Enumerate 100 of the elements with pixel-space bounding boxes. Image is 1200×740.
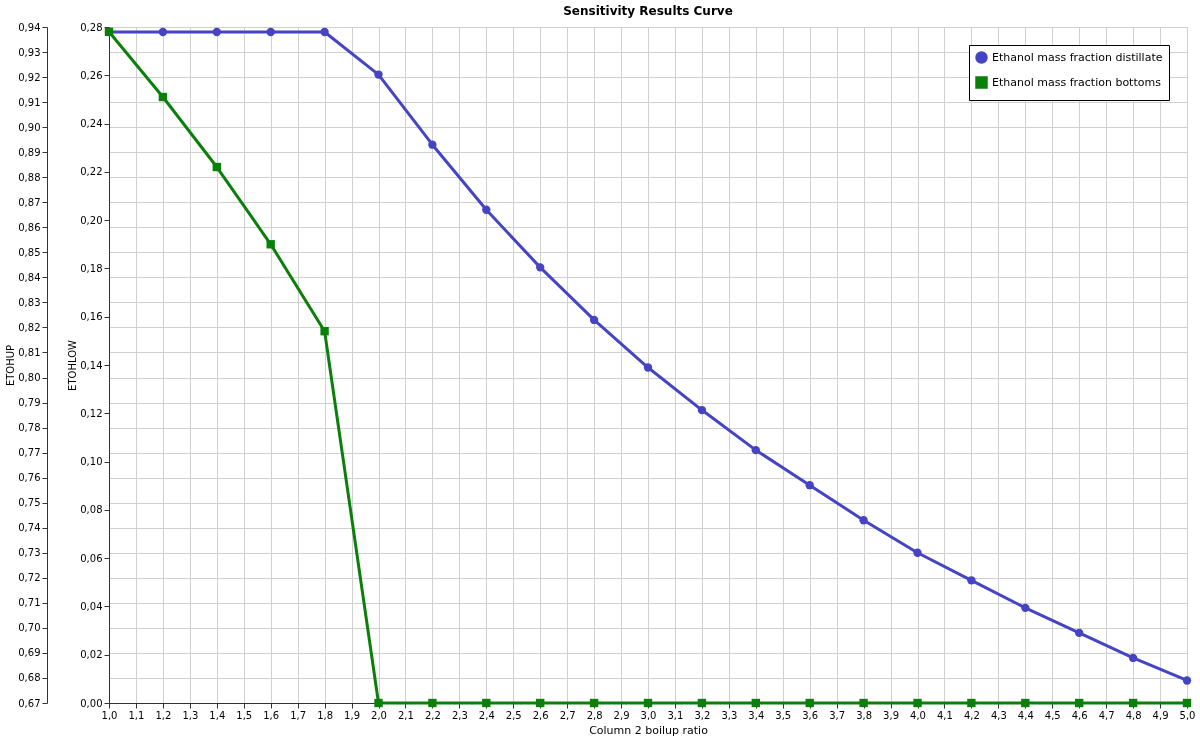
- y-tick-label: 0,77: [18, 447, 41, 459]
- y-tick-label: 0,75: [18, 497, 41, 509]
- x-tick-label: 1,0: [101, 709, 118, 721]
- y-tick-label: 0,73: [18, 547, 41, 559]
- x-tick-label: 4,6: [1071, 709, 1088, 721]
- x-tick-label: 3,9: [883, 709, 899, 721]
- y-tick-label: 0,93: [18, 46, 41, 58]
- y-tick-label: 0,79: [18, 397, 41, 409]
- point: [212, 27, 221, 37]
- chart-title: Sensitivity Results Curve: [563, 4, 733, 18]
- y-tick-label: 0,88: [18, 171, 41, 183]
- y-tick-label: 0,74: [18, 522, 41, 534]
- x-tick-label: 1,6: [263, 709, 280, 721]
- y2-tick-label: 0,12: [80, 407, 103, 419]
- y-tick-label: 0,94: [18, 21, 41, 33]
- legend-label: Ethanol mass fraction bottoms: [992, 75, 1162, 89]
- point: [1021, 603, 1030, 613]
- y2-tick-label: 0,18: [80, 262, 103, 274]
- point: [1021, 698, 1030, 708]
- point: [1182, 676, 1192, 685]
- y2-tick-label: 0,20: [80, 214, 103, 226]
- x-tick-label: 1,9: [344, 709, 360, 721]
- point: [751, 698, 760, 708]
- x-tick-label: 1,2: [155, 709, 172, 721]
- y2-axis-title: ETOHLOW: [67, 340, 79, 391]
- y2-tick-label: 0,16: [80, 311, 103, 323]
- y-tick-label: 0,82: [18, 321, 41, 333]
- point: [374, 70, 383, 79]
- x-tick-label: 2,4: [478, 709, 495, 721]
- y-tick-label: 0,92: [18, 71, 41, 83]
- point: [859, 516, 868, 525]
- x-tick-label: 2,1: [398, 709, 414, 721]
- point: [1128, 698, 1138, 708]
- x-tick-label: 1,5: [236, 709, 253, 721]
- point: [482, 698, 491, 708]
- x-tick-label: 5,0: [1179, 709, 1196, 721]
- x-tick-label: 4,8: [1125, 709, 1142, 721]
- x-tick-label: 1,8: [317, 709, 334, 721]
- x-tick-label: 2,3: [451, 709, 468, 721]
- point: [320, 327, 329, 336]
- x-tick-label: 4,0: [910, 709, 926, 721]
- x-tick-label: 2,0: [371, 709, 387, 721]
- point: [967, 698, 976, 708]
- x-tick-label: 4,9: [1152, 709, 1169, 721]
- point: [1075, 628, 1084, 638]
- x-tick-label: 4,1: [937, 709, 953, 721]
- point: [320, 27, 329, 37]
- x-tick-label: 1,7: [290, 709, 307, 721]
- point: [967, 576, 976, 585]
- x-tick-label: 2,2: [424, 709, 441, 721]
- legend-label: Ethanol mass fraction distillate: [992, 50, 1163, 64]
- y-tick-label: 0,84: [18, 271, 41, 283]
- y2-tick-label: 0,06: [80, 552, 103, 564]
- x-tick-label: 3,0: [640, 709, 657, 721]
- y2-tick-label: 0,00: [80, 697, 103, 709]
- point: [589, 315, 599, 325]
- point: [266, 27, 275, 37]
- x-tick-label: 3,5: [775, 709, 792, 721]
- y-tick-label: 0,87: [18, 196, 41, 208]
- y-tick-label: 0,67: [18, 697, 41, 709]
- point: [482, 205, 491, 214]
- point: [536, 263, 545, 272]
- point: [266, 240, 275, 249]
- x-tick-label: 2,6: [532, 709, 549, 721]
- y2-tick-label: 0,22: [80, 166, 103, 178]
- y-tick-label: 0,76: [18, 472, 41, 484]
- y-tick-label: 0,78: [18, 422, 41, 434]
- x-tick-label: 3,7: [829, 709, 846, 721]
- point: [751, 445, 760, 455]
- y-tick-label: 0,70: [18, 622, 41, 634]
- y2-tick-label: 0,02: [80, 649, 103, 661]
- x-tick-label: 1,1: [128, 709, 145, 721]
- point: [697, 405, 707, 415]
- x-tick-label: 3,3: [721, 709, 738, 721]
- y-tick-label: 0,69: [18, 647, 41, 659]
- point: [158, 92, 168, 102]
- y-tick-label: 0,83: [18, 296, 41, 308]
- x-tick-label: 3,1: [667, 709, 684, 721]
- point: [589, 698, 599, 708]
- y-tick-label: 0,81: [18, 346, 41, 358]
- x-tick-label: 4,2: [963, 709, 980, 721]
- point: [643, 363, 653, 372]
- x-tick-label: 3,8: [856, 709, 873, 721]
- y2-tick-label: 0,26: [80, 69, 103, 81]
- y2-tick-label: 0,24: [80, 118, 103, 130]
- point: [158, 27, 168, 37]
- y-tick-label: 0,90: [18, 121, 41, 133]
- point: [374, 698, 383, 708]
- y2-tick-label: 0,08: [80, 504, 103, 516]
- point: [428, 698, 437, 708]
- x-tick-label: 2,5: [505, 709, 522, 721]
- point: [212, 162, 221, 172]
- y2-tick-label: 0,14: [80, 359, 103, 371]
- x-tick-label: 4,5: [1044, 709, 1061, 721]
- x-tick-label: 4,3: [990, 709, 1007, 721]
- point: [805, 698, 814, 708]
- y-tick-label: 0,91: [18, 96, 41, 108]
- point: [643, 698, 653, 708]
- point: [1075, 698, 1084, 708]
- y-tick-label: 0,72: [18, 572, 41, 584]
